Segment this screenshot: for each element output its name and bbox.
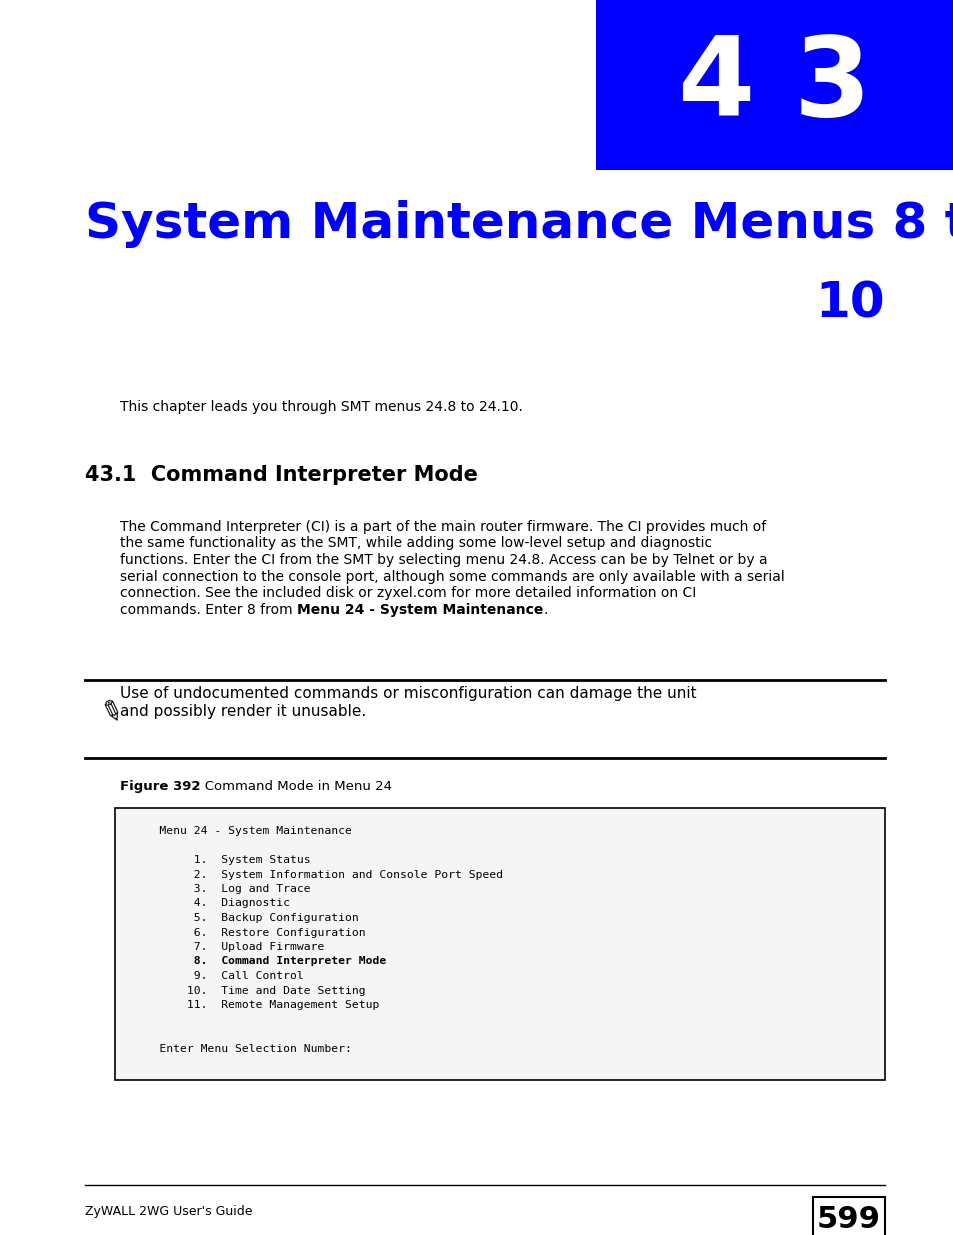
Text: 9.  Call Control: 9. Call Control [125,971,303,981]
Text: 11.  Remote Management Setup: 11. Remote Management Setup [125,1000,379,1010]
Text: Menu 24 - System Maintenance: Menu 24 - System Maintenance [296,603,543,616]
Text: 1.  System Status: 1. System Status [125,855,311,864]
Text: commands. Enter 8 from: commands. Enter 8 from [120,603,296,616]
Text: This chapter leads you through SMT menus 24.8 to 24.10.: This chapter leads you through SMT menus… [120,400,522,414]
Text: ✎: ✎ [94,697,126,731]
Text: Menu 24 - System Maintenance: Menu 24 - System Maintenance [125,826,352,836]
FancyBboxPatch shape [596,0,953,170]
Text: System Maintenance Menus 8 to: System Maintenance Menus 8 to [85,200,953,248]
Text: and possibly render it unusable.: and possibly render it unusable. [120,704,366,719]
Text: connection. See the included disk or zyxel.com for more detailed information on : connection. See the included disk or zyx… [120,585,696,600]
Text: functions. Enter the CI from the SMT by selecting menu 24.8. Access can be by Te: functions. Enter the CI from the SMT by … [120,553,767,567]
Text: 599: 599 [816,1205,880,1234]
Text: 10: 10 [815,280,884,329]
Text: serial connection to the console port, although some commands are only available: serial connection to the console port, a… [120,569,784,583]
Text: 10.  Time and Date Setting: 10. Time and Date Setting [125,986,365,995]
Text: Figure 392: Figure 392 [120,781,200,793]
Text: 43.1  Command Interpreter Mode: 43.1 Command Interpreter Mode [85,466,477,485]
Text: 2.  System Information and Console Port Speed: 2. System Information and Console Port S… [125,869,502,879]
Text: 8.  Command Interpreter Mode: 8. Command Interpreter Mode [125,956,386,967]
Text: 3.  Log and Trace: 3. Log and Trace [125,884,311,894]
FancyBboxPatch shape [812,1197,884,1235]
Text: the same functionality as the SMT, while adding some low-level setup and diagnos: the same functionality as the SMT, while… [120,536,711,551]
Text: 4 3: 4 3 [678,32,871,138]
Text: Command Mode in Menu 24: Command Mode in Menu 24 [192,781,392,793]
FancyBboxPatch shape [115,808,884,1079]
Text: .: . [543,603,547,616]
Text: Enter Menu Selection Number:: Enter Menu Selection Number: [125,1044,352,1053]
Text: The Command Interpreter (CI) is a part of the main router firmware. The CI provi: The Command Interpreter (CI) is a part o… [120,520,765,534]
Text: 5.  Backup Configuration: 5. Backup Configuration [125,913,358,923]
Text: 6.  Restore Configuration: 6. Restore Configuration [125,927,365,937]
Text: 7.  Upload Firmware: 7. Upload Firmware [125,942,324,952]
Text: 4.  Diagnostic: 4. Diagnostic [125,899,290,909]
Text: Use of undocumented commands or misconfiguration can damage the unit: Use of undocumented commands or misconfi… [120,685,696,701]
Text: ZyWALL 2WG User's Guide: ZyWALL 2WG User's Guide [85,1205,253,1218]
